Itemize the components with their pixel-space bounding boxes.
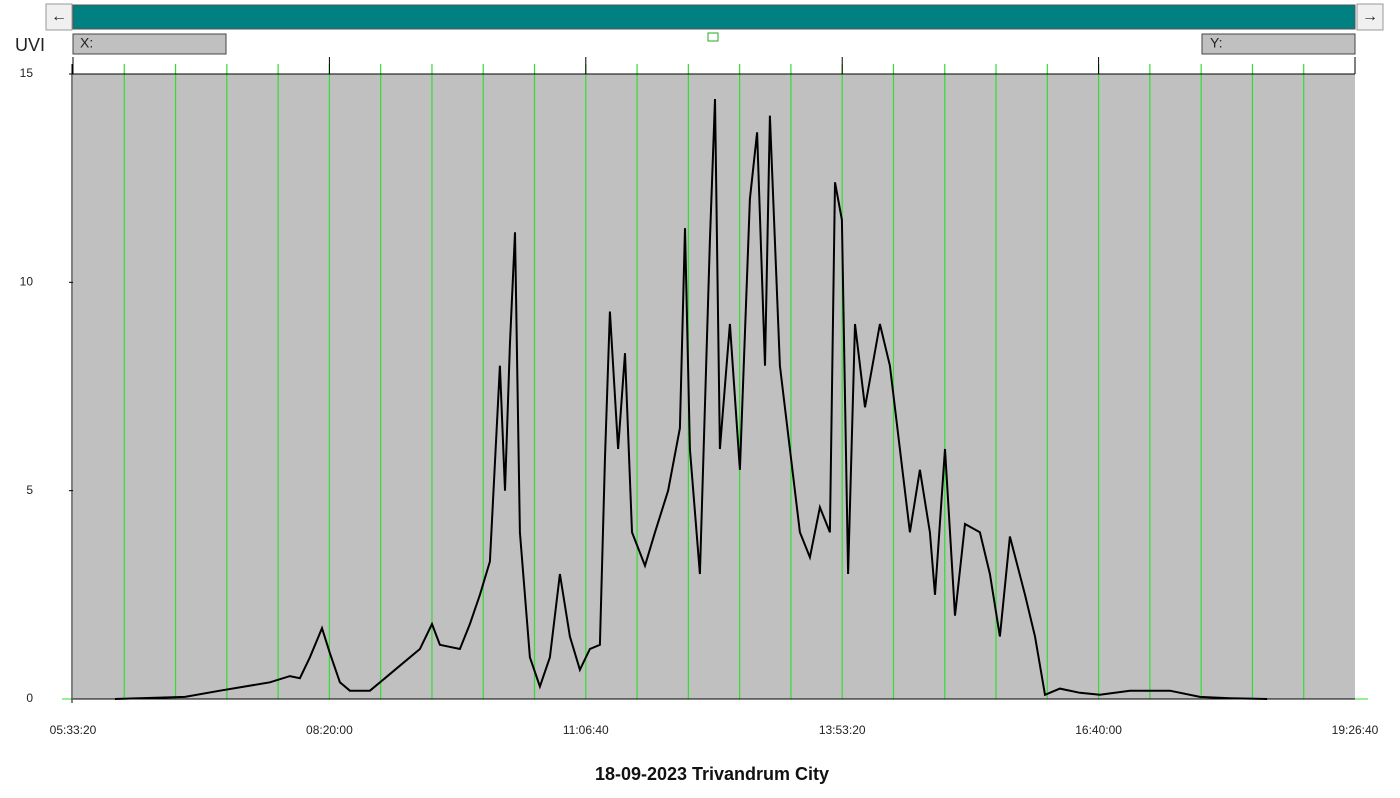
plot-area <box>73 74 1355 699</box>
uvi-line <box>114 98 1268 700</box>
y-tick-label: 15 <box>20 66 34 80</box>
x-tick-label: 05:33:20 <box>50 723 97 737</box>
scroll-marker <box>707 32 719 42</box>
x-tick-label: 19:26:40 <box>1332 723 1379 737</box>
x-tick-label: 16:40:00 <box>1075 723 1122 737</box>
x-tick-label: 08:20:00 <box>306 723 353 737</box>
scroll-right-arrow: → <box>1362 8 1378 25</box>
y-readout <box>1201 33 1356 55</box>
y-readout-label: Y: <box>1210 35 1222 51</box>
x-readout <box>72 33 227 55</box>
scroll-thumb[interactable] <box>72 4 1356 30</box>
y-tick-label: 10 <box>20 275 34 289</box>
scroll-left-button[interactable] <box>45 3 73 31</box>
x-tick-label: 11:06:40 <box>563 723 609 737</box>
y-tick-label: 0 <box>26 691 33 705</box>
x-tick-label: 13:53:20 <box>819 723 866 737</box>
y-axis-label: UVI <box>15 35 45 55</box>
scroll-right-button[interactable] <box>1356 3 1384 31</box>
y-tick-label: 5 <box>26 483 33 497</box>
x-readout-label: X: <box>80 35 93 51</box>
chart-title: 18-09-2023 Trivandrum City <box>595 764 829 784</box>
scroll-left-arrow: ← <box>51 8 67 25</box>
